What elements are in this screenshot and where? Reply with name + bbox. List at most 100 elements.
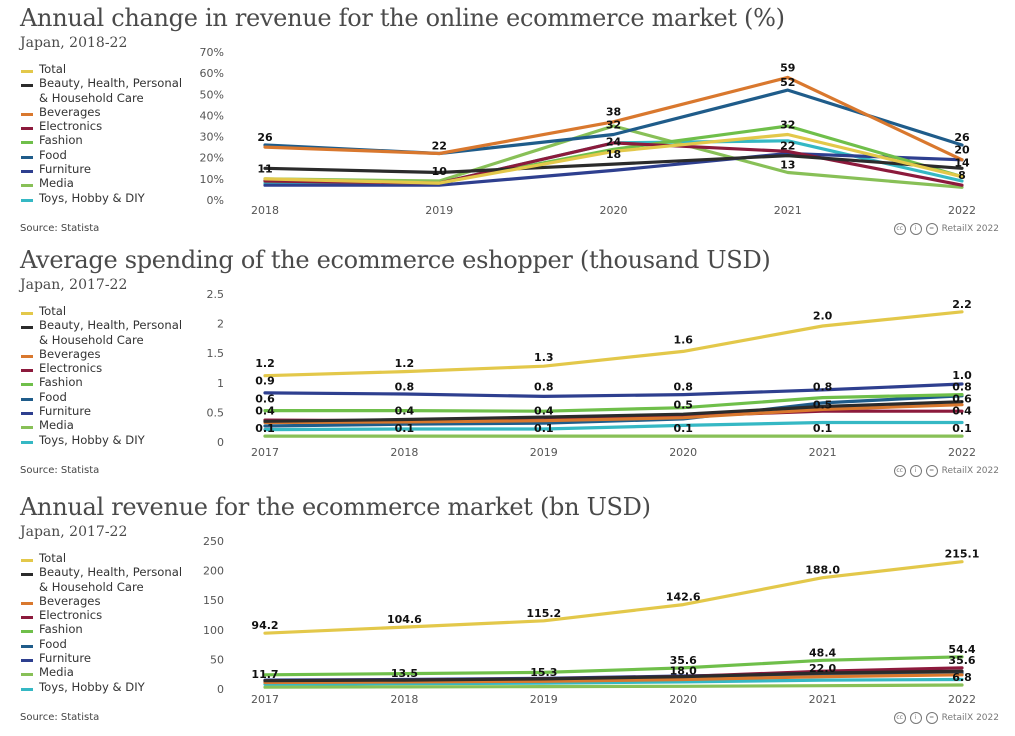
- series-line: [263, 669, 964, 683]
- series-line: [263, 683, 964, 689]
- x-tick-label: 2022: [948, 446, 976, 459]
- data-label: 35.6: [948, 654, 975, 667]
- data-label: 38: [606, 106, 621, 119]
- x-tick-label: 2019: [530, 693, 558, 706]
- x-tick-label: 2022: [948, 204, 976, 217]
- source-note: Source: Statista: [20, 712, 100, 723]
- data-label: 0.6: [952, 392, 972, 405]
- data-label: 48.4: [809, 646, 836, 659]
- data-label: 215.1: [945, 548, 980, 561]
- y-tick-label: 70%: [200, 46, 224, 59]
- x-tick-label: 2020: [600, 204, 628, 217]
- data-label: 1.3: [534, 351, 554, 364]
- data-label: 0.6: [255, 392, 275, 405]
- y-tick-label: 1: [217, 377, 224, 390]
- legend-item: Beauty, Health, Personal & Household Car…: [21, 76, 191, 105]
- data-label: 32: [780, 118, 795, 131]
- x-tick-label: 2018: [390, 693, 418, 706]
- legend-item: Total: [21, 304, 191, 318]
- cc-icon: cc: [893, 712, 906, 724]
- x-tick-label: 2019: [425, 204, 453, 217]
- legend-label: Electronics: [39, 119, 103, 134]
- legend-item: Media: [21, 418, 191, 432]
- x-tick-label: 2017: [251, 693, 279, 706]
- series-line: [263, 153, 964, 175]
- y-tick-label: 150: [203, 594, 224, 607]
- legend-swatch: [21, 601, 33, 605]
- legend-swatch: [21, 84, 33, 88]
- legend-label: Media: [39, 176, 74, 191]
- cc-icon: cc: [893, 223, 906, 235]
- data-label: 0.5: [813, 398, 833, 411]
- data-label: 115.2: [526, 607, 561, 620]
- legend-swatch: [21, 412, 33, 416]
- legend-swatch: [21, 127, 33, 131]
- legend-swatch: [21, 170, 33, 174]
- y-tick-label: 30%: [200, 131, 224, 144]
- legend-label: Total: [39, 62, 67, 76]
- legend: Total Beauty, Health, Personal & Househol…: [21, 304, 191, 447]
- legend-item: Beverages: [21, 594, 191, 608]
- y-tick-label: 2: [217, 318, 224, 331]
- x-tick-label: 2018: [251, 204, 279, 217]
- license-credit: cc i = RetailX 2022: [893, 223, 999, 235]
- legend-label: Beverages: [39, 593, 101, 608]
- data-label: 104.6: [387, 613, 422, 626]
- data-label: 26: [954, 131, 970, 144]
- data-label: 26: [257, 131, 273, 144]
- data-label: 0.5: [673, 398, 693, 411]
- data-label: 0.9: [255, 375, 275, 388]
- data-label: 52: [780, 76, 795, 89]
- data-label: 0.1: [952, 422, 972, 435]
- data-label: 188.0: [805, 564, 840, 577]
- legend-label: Toys, Hobby & DIY: [39, 190, 145, 205]
- data-label: 0.4: [952, 404, 972, 417]
- chart-subtitle: Japan, 2018-22: [20, 35, 128, 51]
- y-tick-label: 20%: [200, 152, 224, 165]
- legend-item: Beauty, Health, Personal & Household Car…: [21, 565, 191, 594]
- legend-label: Total: [39, 551, 67, 565]
- data-label: 0.1: [813, 422, 833, 435]
- y-tick-label: 60%: [200, 67, 224, 80]
- y-tick-label: 0: [217, 436, 224, 449]
- legend-label: Food: [39, 636, 67, 651]
- series-line: [263, 382, 964, 399]
- data-label: 22.0: [809, 662, 836, 675]
- series-line: [263, 151, 964, 187]
- by-icon: i: [909, 465, 922, 477]
- license-credit: cc i = RetailX 2022: [893, 465, 999, 477]
- legend-item: Electronics: [21, 119, 191, 133]
- legend-label: Total: [39, 304, 67, 318]
- data-label: 10: [432, 165, 448, 178]
- series-line: [263, 677, 964, 686]
- source-note: Source: Statista: [20, 465, 100, 476]
- data-label: 13.5: [391, 667, 418, 680]
- legend-label: Beverages: [39, 104, 101, 119]
- legend-swatch: [21, 112, 33, 116]
- legend: Total Beauty, Health, Personal & Househol…: [21, 62, 191, 205]
- legend-item: Fashion: [21, 133, 191, 147]
- data-label: 6.8: [952, 671, 972, 684]
- legend-label: Fashion: [39, 622, 83, 637]
- series-line: [263, 655, 964, 677]
- legend-item: Media: [21, 176, 191, 190]
- legend-swatch: [21, 369, 33, 373]
- legend-label: Furniture: [39, 404, 92, 419]
- data-label: 35.6: [670, 654, 697, 667]
- y-tick-label: 50%: [200, 88, 224, 101]
- legend-item: Media: [21, 665, 191, 679]
- legend-label: Furniture: [39, 651, 92, 666]
- data-label: 24: [606, 135, 622, 148]
- y-tick-label: 250: [203, 535, 224, 548]
- legend-item: Beauty, Health, Personal & Household Car…: [21, 318, 191, 347]
- legend-item: Toys, Hobby & DIY: [21, 680, 191, 694]
- data-label: 59: [780, 61, 795, 74]
- data-label: 11: [257, 163, 272, 176]
- chart-title: Annual revenue for the ecommerce market …: [20, 493, 651, 521]
- legend-swatch: [21, 673, 33, 677]
- legend: Total Beauty, Health, Personal & Househol…: [21, 551, 191, 694]
- chart-panel-average-spending: Average spending of the ecommerce eshopp…: [0, 246, 1015, 482]
- data-label: 32: [606, 118, 621, 131]
- legend-item: Total: [21, 62, 191, 76]
- legend-swatch: [21, 687, 33, 691]
